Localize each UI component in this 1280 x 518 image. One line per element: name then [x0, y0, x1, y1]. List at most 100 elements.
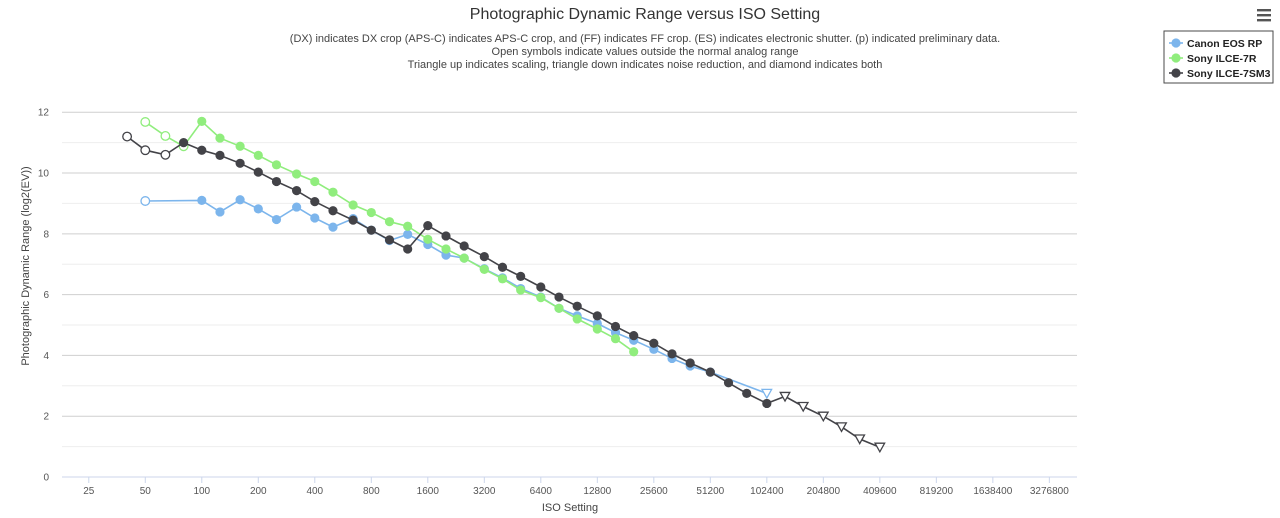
grid-lines	[62, 111, 1077, 478]
data-point	[271, 176, 282, 187]
data-point	[215, 133, 225, 143]
legend-symbol	[1171, 38, 1181, 48]
y-tick-label: 8	[43, 229, 49, 240]
chart-title: Photographic Dynamic Range versus ISO Se…	[470, 6, 820, 23]
x-tick-label: 400	[306, 486, 323, 497]
x-tick-label: 1600	[417, 486, 440, 497]
data-point	[459, 241, 469, 251]
data-point	[366, 207, 376, 218]
legend-label: Sony ILCE-7SM3	[1187, 68, 1271, 80]
x-tick-label: 25	[83, 486, 95, 497]
data-point	[384, 235, 395, 245]
series-plot-area	[122, 116, 886, 454]
data-point	[723, 378, 734, 388]
hamburger-menu-icon[interactable]	[1257, 9, 1271, 22]
y-tick-label: 2	[43, 412, 49, 423]
x-tick-label: 102400	[750, 486, 784, 497]
data-point	[572, 301, 582, 311]
x-tick-label: 6400	[530, 486, 553, 497]
legend-item[interactable]: Sony ILCE-7R	[1169, 53, 1257, 65]
data-point-triangle-down	[853, 434, 866, 445]
y-axis-title: Photographic Dynamic Range (log2(EV))	[20, 166, 32, 365]
data-point	[403, 229, 413, 240]
data-point	[705, 367, 715, 377]
data-point	[516, 271, 526, 281]
data-point	[235, 141, 245, 151]
x-tick-label: 409600	[863, 486, 897, 497]
data-point	[572, 314, 582, 324]
data-point	[235, 158, 245, 168]
x-tick-label: 819200	[920, 486, 954, 497]
data-point	[197, 116, 207, 126]
data-point-triangle-down	[817, 411, 830, 423]
data-point-triangle-down	[873, 442, 886, 454]
data-point	[649, 338, 659, 348]
data-point	[516, 285, 526, 295]
legend-symbol	[1171, 53, 1181, 63]
y-tick-label: 0	[43, 473, 49, 484]
data-point	[292, 186, 302, 196]
x-tick-label: 12800	[583, 486, 611, 497]
x-tick-label: 3276800	[1030, 486, 1069, 497]
legend-item[interactable]: Sony ILCE-7SM3	[1169, 68, 1271, 80]
x-tick-label: 51200	[696, 486, 724, 497]
data-point	[459, 253, 469, 263]
data-point	[554, 292, 564, 302]
data-point	[292, 202, 302, 212]
series-canon-eos-rp	[140, 195, 773, 400]
data-point-triangle-down	[835, 422, 848, 433]
data-point	[497, 274, 508, 284]
chart-subtitle-line-1: (DX) indicates DX crop (APS-C) indicates…	[290, 33, 1000, 45]
data-point	[384, 217, 395, 227]
data-point	[479, 252, 489, 262]
data-point	[310, 197, 320, 207]
legend-label: Sony ILCE-7R	[1187, 53, 1257, 65]
data-point	[441, 231, 451, 241]
data-point	[536, 293, 546, 303]
legend-symbol	[1171, 68, 1181, 78]
data-point	[178, 138, 189, 148]
x-tick-label: 204800	[807, 486, 841, 497]
data-point	[610, 321, 621, 332]
data-point-open	[140, 117, 151, 127]
data-point	[310, 213, 320, 223]
data-point	[253, 204, 263, 214]
data-point	[629, 331, 639, 341]
data-point	[536, 282, 546, 292]
x-tick-label: 50	[140, 486, 152, 497]
x-tick-label: 3200	[473, 486, 496, 497]
data-point-open	[160, 149, 171, 160]
data-point-open	[140, 196, 151, 206]
data-point	[348, 215, 358, 225]
data-point	[610, 334, 621, 344]
data-point	[762, 398, 772, 409]
data-point	[366, 225, 376, 235]
x-tick-label: 100	[193, 486, 210, 497]
axes: 0 2 4 6 8 10 12 25 50 100 200 400 800 1600 3200 6400 128…	[38, 108, 1069, 497]
legend: Canon EOS RP Sony ILCE-7R Sony ILCE-7SM3	[1163, 30, 1274, 84]
data-point	[403, 244, 413, 254]
data-point	[685, 358, 695, 368]
y-tick-label: 10	[38, 169, 50, 180]
data-point	[215, 207, 225, 217]
data-point-triangle-down	[779, 391, 791, 403]
data-point-triangle-down	[797, 401, 810, 413]
data-point	[197, 145, 207, 155]
y-tick-label: 4	[43, 351, 49, 362]
y-tick-label: 12	[38, 108, 50, 119]
data-point-triangle-down	[760, 388, 773, 400]
legend-item[interactable]: Canon EOS RP	[1169, 38, 1262, 50]
chart-subtitle-line-3: Triangle up indicates scaling, triangle …	[408, 59, 883, 71]
x-tick-label: 200	[250, 486, 267, 497]
x-axis-title: ISO Setting	[542, 502, 598, 514]
data-point	[215, 150, 225, 161]
data-point	[271, 160, 282, 170]
data-point-open	[140, 145, 151, 156]
data-point	[742, 388, 752, 399]
data-point	[271, 214, 282, 225]
data-point	[667, 349, 677, 359]
data-point	[479, 264, 489, 274]
data-point	[592, 324, 602, 334]
data-point	[328, 206, 338, 216]
